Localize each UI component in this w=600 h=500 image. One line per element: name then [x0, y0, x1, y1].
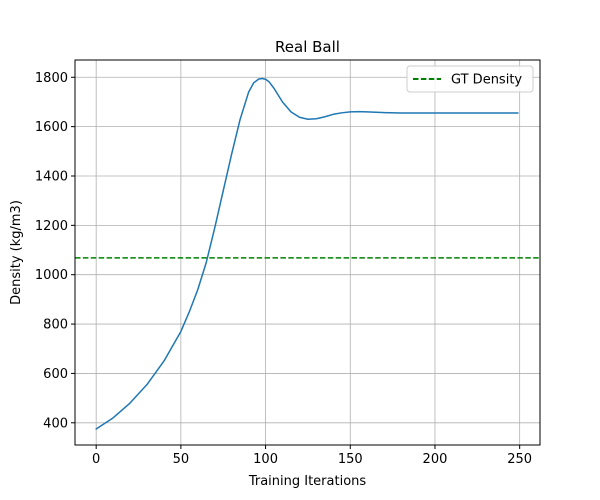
- legend-box: [406, 65, 534, 93]
- x-tick-label: 0: [92, 452, 100, 467]
- x-tick-label: 150: [338, 452, 363, 467]
- y-tick-label: 1400: [35, 169, 68, 184]
- y-tick-label: 1600: [35, 120, 68, 135]
- chart-title: Real Ball: [275, 38, 340, 56]
- series: [95, 77, 519, 430]
- y-tick-label: 800: [43, 318, 68, 333]
- y-tick-label: 1000: [35, 268, 68, 283]
- x-tick-label: 100: [253, 452, 278, 467]
- x-tick-label: 200: [423, 452, 448, 467]
- y-tick-label: 600: [43, 367, 68, 382]
- y-tick-label: 1800: [35, 71, 68, 86]
- y-axis-title: Density (kg/m3): [9, 200, 24, 305]
- plot-frame: [74, 59, 541, 446]
- y-tick-label: 1200: [35, 219, 68, 234]
- ticks: 0 50 100 150 200 250 400 600 800 1000 1200 1400 1600…: [35, 71, 532, 467]
- legend: GT Density: [406, 65, 534, 93]
- x-tick-label: 250: [507, 452, 532, 467]
- y-tick-label: 400: [43, 416, 68, 431]
- x-axis-title: Training Iterations: [248, 474, 367, 489]
- x-tick-label: 50: [173, 452, 190, 467]
- density-series-line: [95, 77, 519, 430]
- legend-label-gt-density: GT Density: [451, 73, 522, 88]
